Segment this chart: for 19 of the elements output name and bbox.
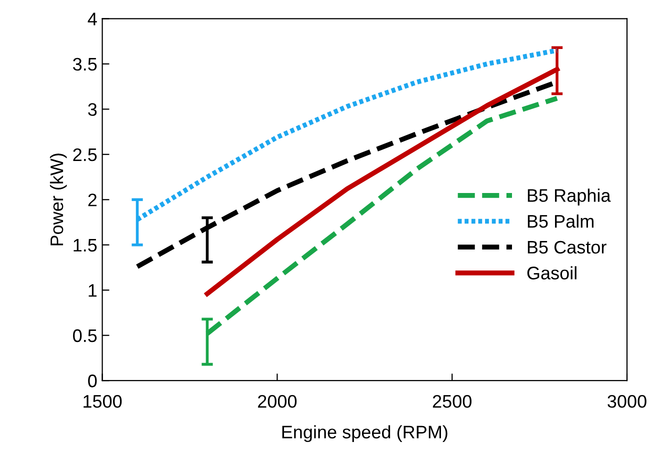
legend-label: B5 Palm <box>528 214 594 228</box>
x-tick-label: 2500 <box>432 394 472 408</box>
y-tick-label: 0 <box>88 374 97 388</box>
y-tick-label: 0.5 <box>73 329 97 342</box>
y-tick-label: 2.5 <box>73 148 97 162</box>
y-tick-label: 4 <box>88 12 97 26</box>
y-tick-label: 2 <box>88 194 97 206</box>
y-tick-label: 3 <box>88 103 97 116</box>
legend-label: B5 Raphia <box>528 188 611 206</box>
y-tick-label: 3.5 <box>73 58 97 71</box>
x-tick-label: 1500 <box>84 394 122 408</box>
x-tick-label: 3000 <box>608 394 646 408</box>
legend-label: Gasoil <box>527 266 576 280</box>
y-tick-label: 1.5 <box>74 239 97 252</box>
x-axis-title: Engine speed (RPM) <box>282 425 448 442</box>
y-tick-label: 1 <box>88 284 97 297</box>
legend-label: B5 Castor <box>528 240 606 254</box>
x-tick-label: 2000 <box>258 394 297 408</box>
y-axis-title: Power (kW) <box>50 154 67 246</box>
